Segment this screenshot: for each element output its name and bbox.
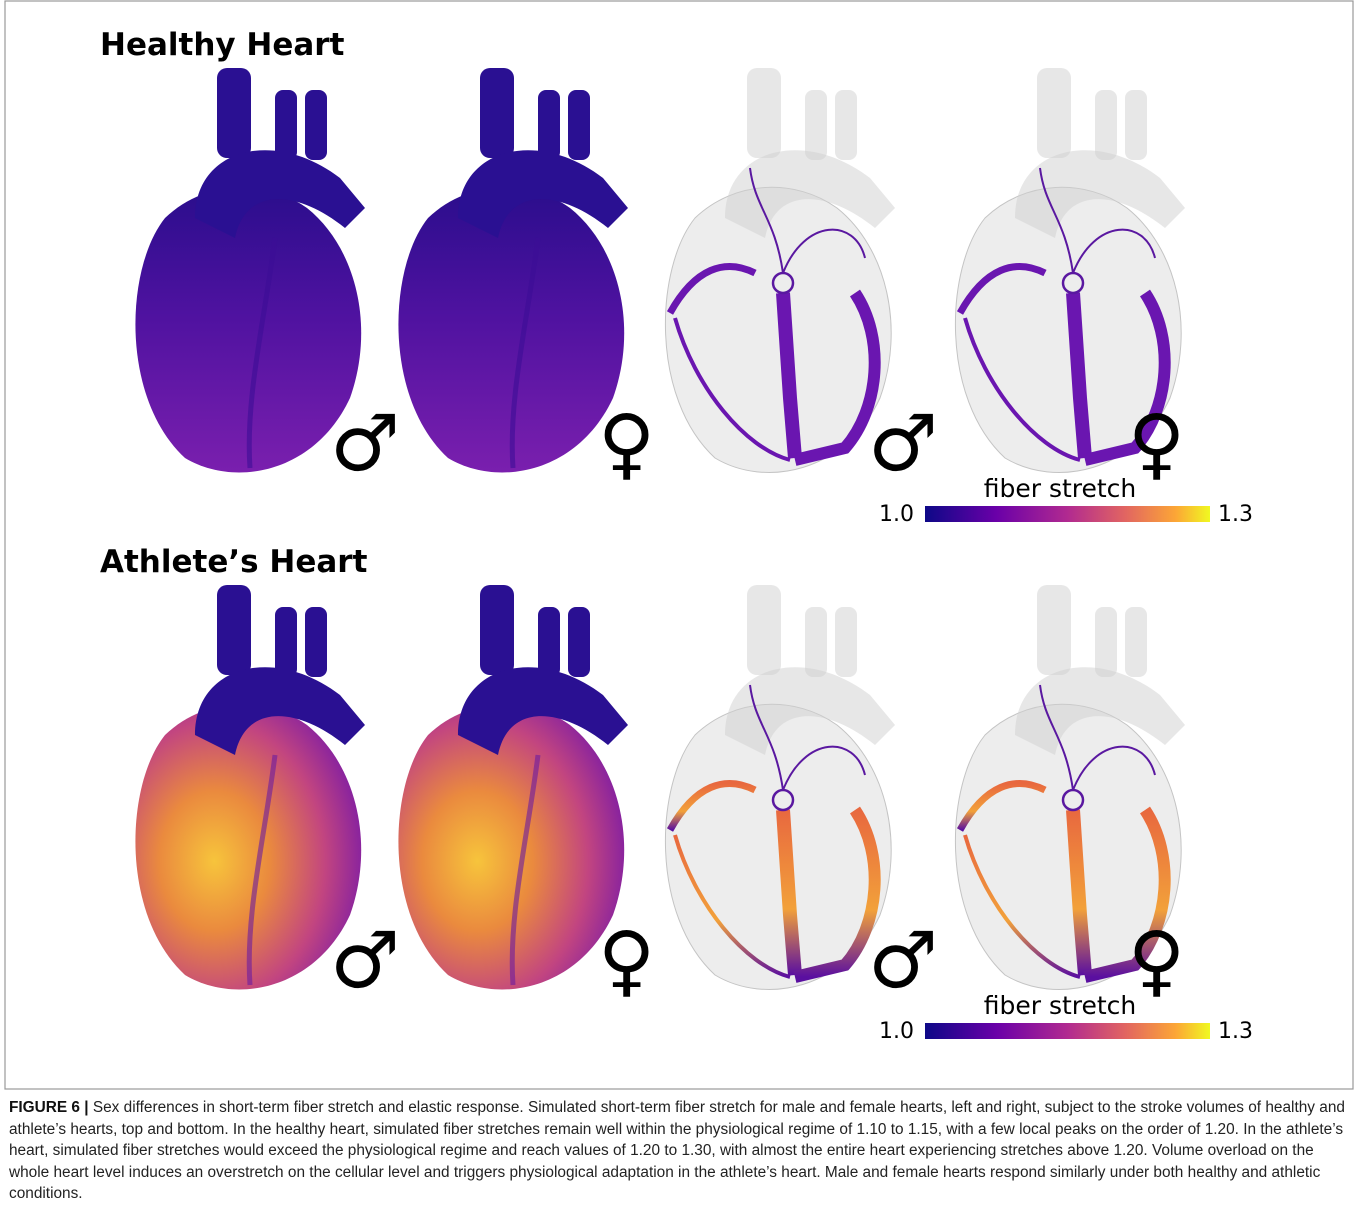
heart-render xyxy=(665,585,895,989)
sex-symbol: ♂ xyxy=(868,916,938,1006)
panel-title: Athlete’s Heart xyxy=(100,544,368,580)
caption-text: Sex differences in short-term fiber stre… xyxy=(9,1099,1345,1202)
colorbar-max: 1.3 xyxy=(1218,1019,1253,1044)
colorbar-min: 1.0 xyxy=(879,502,914,527)
sex-symbol: ♂ xyxy=(868,399,938,489)
colorbar-label: fiber stretch xyxy=(984,991,1137,1020)
sex-symbol: ♂ xyxy=(330,399,400,489)
colorbar-max: 1.3 xyxy=(1218,502,1253,527)
sex-symbol: ♀ xyxy=(1128,399,1185,489)
heart-render xyxy=(398,68,628,472)
sex-symbol: ♀ xyxy=(598,916,655,1006)
heart-render xyxy=(398,585,628,989)
colorbar-label: fiber stretch xyxy=(984,474,1137,503)
sex-symbol: ♀ xyxy=(598,399,655,489)
caption-label: FIGURE 6 | xyxy=(9,1099,89,1116)
heart-render xyxy=(665,68,895,472)
panel-title: Healthy Heart xyxy=(100,27,345,63)
colorbar xyxy=(925,506,1210,522)
colorbar-min: 1.0 xyxy=(879,1019,914,1044)
colorbar xyxy=(925,1023,1210,1039)
sex-symbol: ♂ xyxy=(330,916,400,1006)
caption: FIGURE 6 | Sex differences in short-term… xyxy=(9,1097,1349,1205)
page: {"panels": [ {"title": "Healthy Heart", … xyxy=(0,0,1358,1201)
sex-symbol: ♀ xyxy=(1128,916,1185,1006)
